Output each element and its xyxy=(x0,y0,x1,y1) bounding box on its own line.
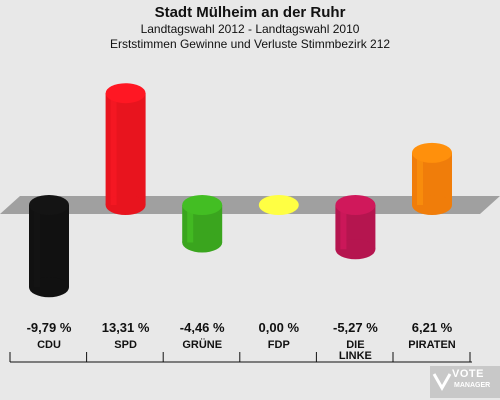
value-label: -9,79 % xyxy=(27,320,72,335)
bar-piraten xyxy=(412,142,452,215)
bar-fdp xyxy=(258,195,299,215)
category-label: PIRATEN xyxy=(408,339,456,351)
value-label: 0,00 % xyxy=(259,320,300,335)
category-label: CDU xyxy=(37,339,61,351)
category-label: GRÜNE xyxy=(182,338,222,351)
value-label: 13,31 % xyxy=(102,320,150,335)
chart-title: Stadt Mülheim an der Ruhr xyxy=(154,4,346,21)
bar-spd xyxy=(105,83,146,215)
logo-text: VOTE xyxy=(452,368,484,380)
bar-cdu xyxy=(29,195,69,298)
chart-subtitle: Landtagswahl 2012 - Landtagswahl 2010 xyxy=(140,22,360,36)
bar-die-linke xyxy=(335,195,376,260)
category-label: LINKE xyxy=(339,350,372,362)
category-label: SPD xyxy=(114,339,137,351)
value-label: 6,21 % xyxy=(412,320,453,335)
logo-subtext: MANAGER xyxy=(454,382,491,389)
vote-manager-logo: VOTE MANAGER xyxy=(430,366,500,398)
category-label: DIE xyxy=(346,339,364,351)
value-label: -5,27 % xyxy=(333,320,378,335)
category-label: FDP xyxy=(268,339,290,351)
chart-titles: Stadt Mülheim an der Ruhr Landtagswahl 2… xyxy=(0,4,500,52)
value-label: -4,46 % xyxy=(180,320,225,335)
bar-grüne xyxy=(182,195,223,253)
chart-subtitle-2: Erststimmen Gewinne und Verluste Stimmbe… xyxy=(109,37,391,51)
